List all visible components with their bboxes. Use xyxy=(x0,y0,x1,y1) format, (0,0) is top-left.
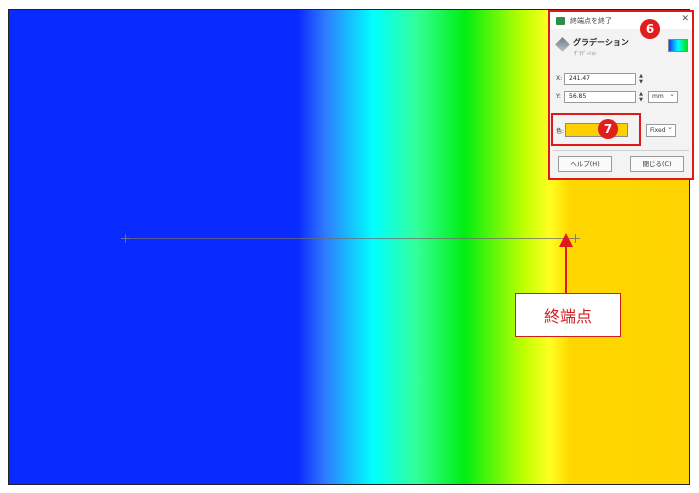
step-badge-7: 7 xyxy=(598,119,618,139)
x-input[interactable]: 241.47 xyxy=(564,72,636,85)
gradient-preview-icon[interactable] xyxy=(668,39,688,52)
spinner-icon[interactable]: ▲ ▼ xyxy=(639,72,643,85)
x-field-row: X: 241.47 ▲ ▼ xyxy=(556,72,688,85)
dialog-titlebar[interactable]: 終端点を終了 ✕ xyxy=(550,12,692,29)
y-input[interactable]: 56.85 xyxy=(564,90,636,103)
y-field-row: Y: 56.85 ▲ ▼ mm xyxy=(556,89,688,103)
y-label: Y: xyxy=(556,93,561,100)
color-label: 色: xyxy=(556,127,565,135)
color-highlight-box xyxy=(551,113,641,146)
spinner-icon[interactable]: ▲ ▼ xyxy=(639,90,643,103)
gradient-line[interactable] xyxy=(125,238,575,239)
dialog-title: 終端点を終了 xyxy=(570,16,612,25)
start-point-marker[interactable] xyxy=(121,234,130,243)
gradient-dialog: 終端点を終了 ✕ 6 グラデーション ｸﾞﾗﾃﾞｰｼｮﾝ X: 241.47 ▲… xyxy=(548,10,694,180)
help-button[interactable]: ヘルプ(H) xyxy=(558,156,612,172)
endpoint-callout: 終端点 xyxy=(515,293,621,337)
mode-select[interactable]: Fixed xyxy=(646,122,676,137)
end-point-marker[interactable] xyxy=(571,234,580,243)
tool-name: グラデーション xyxy=(573,38,629,47)
gradient-tool-icon xyxy=(555,37,570,52)
tool-header: グラデーション ｸﾞﾗﾃﾞｰｼｮﾝ xyxy=(555,36,688,64)
tool-subtitle: ｸﾞﾗﾃﾞｰｼｮﾝ xyxy=(574,51,597,57)
step-badge-6: 6 xyxy=(640,19,660,39)
x-label: X: xyxy=(556,75,563,82)
unit-select[interactable]: mm xyxy=(648,89,678,103)
arrow-up-icon xyxy=(559,233,573,293)
close-button[interactable]: 閉じる(C) xyxy=(630,156,684,172)
dialog-separator xyxy=(553,150,689,151)
app-icon xyxy=(556,16,565,25)
close-icon[interactable]: ✕ xyxy=(681,14,689,24)
